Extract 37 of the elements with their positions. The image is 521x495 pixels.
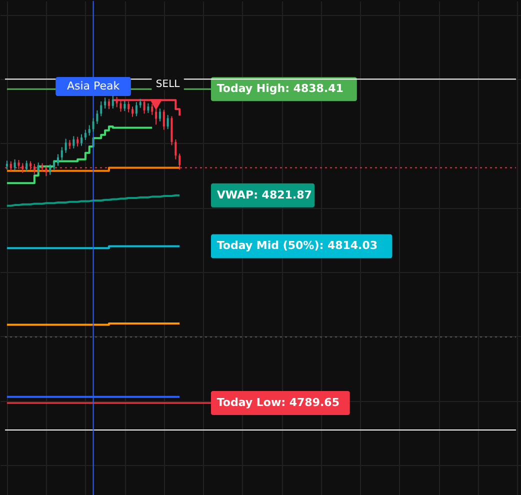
candlestick (80, 134, 83, 146)
candlestick (37, 162, 40, 174)
candlestick (108, 98, 110, 110)
candlestick (56, 154, 59, 166)
candlestick (14, 158, 16, 171)
text: Today Mid (50%): 4814.03 (216, 239, 378, 252)
candlestick (72, 136, 75, 149)
candlestick (158, 108, 161, 122)
candlestick (76, 136, 79, 147)
candlestick (132, 106, 134, 118)
candlestick (104, 97, 106, 109)
candlestick (147, 102, 150, 114)
candlestick (166, 114, 169, 130)
candlestick (92, 118, 94, 132)
annotation: SELL (156, 79, 180, 90)
candlestick (64, 138, 67, 154)
candlestick (96, 110, 98, 124)
candlestick (162, 109, 165, 130)
candlestick (49, 164, 52, 176)
candlestick (6, 160, 8, 170)
candlestick (68, 140, 71, 150)
candlestick (26, 160, 28, 172)
candlestick (88, 124, 90, 136)
candlestick (124, 100, 126, 112)
candlestick (174, 138, 177, 160)
candlestick (100, 100, 102, 117)
candlestick (84, 129, 86, 141)
candlestick (170, 116, 173, 146)
annotation: Asia Peak (66, 80, 120, 92)
ref-line-label: Today Low: 4789.65 (216, 396, 340, 409)
candlestick (139, 98, 142, 108)
candlestick (112, 95, 114, 109)
candlestick (53, 159, 56, 170)
text: VWAP: 4821.87 (216, 188, 312, 202)
ref-line-label: Today High: 4838.41 (216, 82, 344, 96)
candlestick (135, 102, 138, 117)
candlestick (60, 146, 63, 160)
